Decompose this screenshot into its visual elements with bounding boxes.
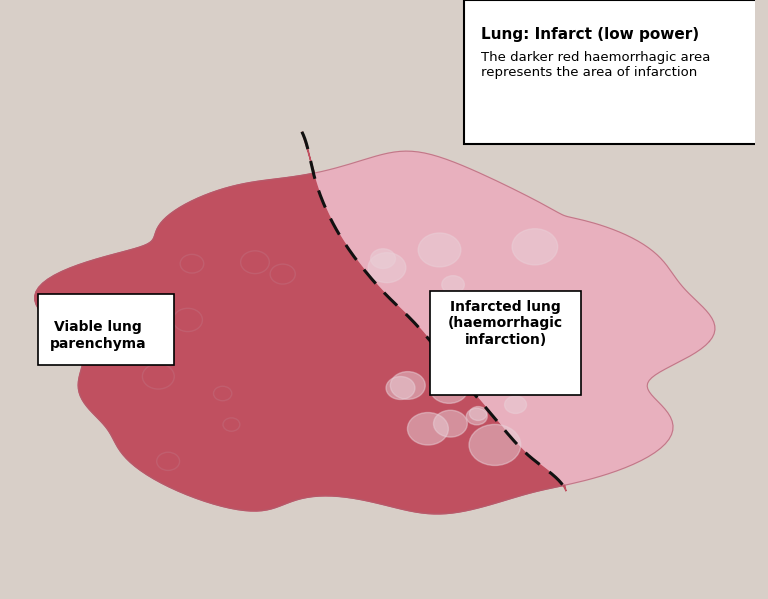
Circle shape [390,371,425,400]
Circle shape [512,229,558,265]
Circle shape [408,413,449,445]
Circle shape [418,233,461,267]
Circle shape [442,276,465,294]
Polygon shape [35,132,566,514]
Text: Lung: Infarct (low power): Lung: Infarct (low power) [481,27,699,42]
Circle shape [466,408,487,425]
FancyBboxPatch shape [38,294,174,365]
Circle shape [469,425,521,465]
Polygon shape [35,151,715,514]
FancyBboxPatch shape [464,0,759,144]
Circle shape [505,396,527,413]
Circle shape [371,249,396,268]
Circle shape [386,377,415,400]
Circle shape [430,373,468,403]
Text: Viable lung
parenchyma: Viable lung parenchyma [50,320,147,350]
Text: Infarcted lung
(haemorrhagic
infarction): Infarcted lung (haemorrhagic infarction) [448,300,563,347]
Circle shape [455,318,471,332]
Text: The darker red haemorrhagic area
represents the area of infarction: The darker red haemorrhagic area represe… [481,51,710,79]
FancyBboxPatch shape [430,291,581,395]
Circle shape [368,253,406,283]
Circle shape [433,410,467,437]
Circle shape [469,407,487,420]
